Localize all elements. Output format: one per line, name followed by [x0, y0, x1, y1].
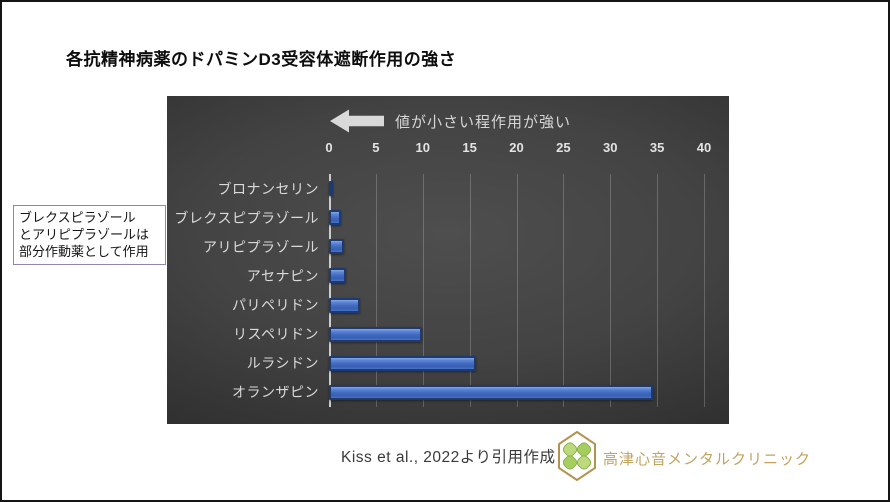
category-label: パリペリドン — [232, 297, 319, 314]
category-label: ブレクスピプラゾール — [174, 209, 319, 226]
side-note-line: ブレクスピラゾール — [19, 210, 136, 225]
x-tick-label: 25 — [556, 140, 571, 155]
plot-area — [329, 174, 709, 407]
gridline — [516, 174, 518, 407]
bar — [329, 297, 360, 313]
gridline — [704, 174, 705, 407]
chart-annotation: 値が小さい程作用が強い — [330, 107, 571, 135]
gridline — [657, 174, 659, 407]
bar-chart-panel: 値が小さい程作用が強い 0 5 10 15 20 25 30 35 40 ブロナンセリンブレクス… — [167, 96, 729, 424]
category-label: ルラシドン — [246, 355, 319, 372]
bar — [329, 355, 477, 371]
page-title: 各抗精神病薬のドパミンD3受容体遮断作用の強さ — [66, 50, 457, 69]
x-tick-label: 35 — [649, 140, 665, 155]
x-tick-label: 15 — [462, 140, 477, 155]
x-tick-label: 30 — [603, 140, 618, 155]
y-axis-category-labels: ブロナンセリンブレクスピプラゾールアリピプラゾールアセナピンパリペリドン リスペリ… — [167, 174, 324, 407]
gridline — [422, 174, 424, 407]
axis-line — [329, 174, 331, 407]
x-tick-label: 20 — [509, 140, 524, 155]
source-citation: Kiss et al., 2022より引用作成 — [341, 449, 556, 466]
category-label: リスペリドン — [232, 326, 319, 343]
bar — [329, 384, 654, 400]
left-arrow-icon — [330, 109, 384, 133]
gridline — [563, 174, 565, 407]
bar — [329, 268, 346, 284]
clinic-clover-hexagon-logo — [558, 430, 596, 482]
gridline — [610, 174, 612, 407]
bar — [329, 210, 342, 226]
x-tick-label: 10 — [415, 140, 430, 155]
bar — [329, 239, 344, 255]
gridline — [375, 174, 377, 407]
x-tick-label: 40 — [696, 140, 712, 155]
category-label: ブロナンセリン — [217, 180, 319, 197]
bar — [329, 181, 333, 197]
bar — [329, 326, 422, 342]
side-note-line: 部分作動薬として作用 — [19, 244, 149, 259]
side-note-line: とアリピプラゾールは — [19, 227, 150, 242]
annotation-text: 値が小さい程作用が強い — [395, 113, 572, 131]
category-label: アセナピン — [246, 267, 319, 284]
side-note-box: ブレクスピラゾール とアリピプラゾールは 部分作動薬として作用 — [13, 205, 166, 265]
clinic-name: 高津心音メンタルクリニック — [603, 451, 812, 468]
x-tick-label: 5 — [372, 140, 380, 155]
gridline — [469, 174, 471, 407]
category-label: オランザピン — [232, 384, 319, 401]
x-axis-tick-labels: 0 5 10 15 20 25 30 35 40 — [325, 140, 712, 156]
x-tick-label: 0 — [325, 140, 333, 155]
category-label: アリピプラゾール — [203, 238, 319, 255]
